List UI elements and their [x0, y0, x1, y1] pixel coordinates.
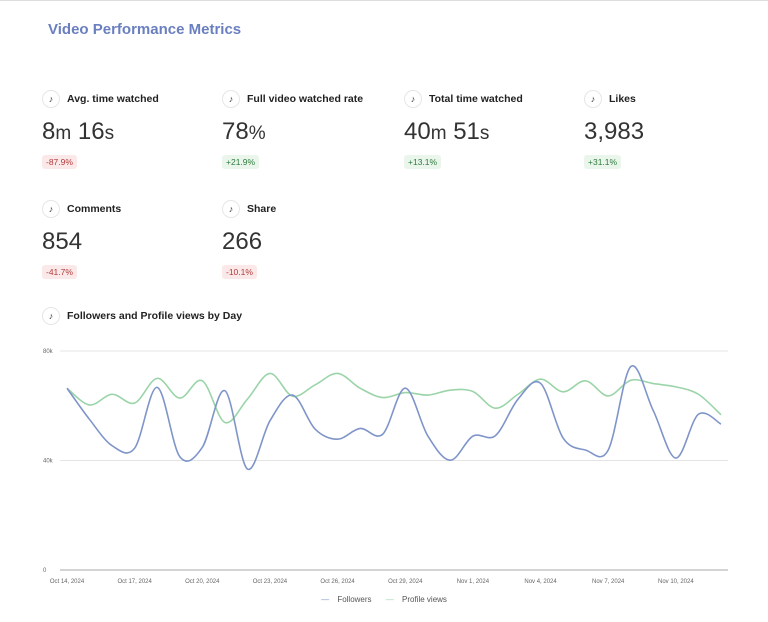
metric-value-part: 16: [71, 118, 105, 145]
metric-value: 3,983: [584, 118, 754, 148]
series-line-followers: [66, 365, 722, 470]
metric-value: 40m 51s: [404, 118, 574, 148]
page-title: Video Performance Metrics: [48, 21, 242, 38]
y-tick-label: 80k: [43, 349, 54, 355]
metric-card-comments: ♪ Comments 854 -41.7%: [42, 199, 212, 289]
chart-legend: — Followers — Profile views: [0, 595, 768, 604]
metric-label: Comments: [67, 203, 122, 215]
metric-value-part: %: [248, 123, 266, 144]
legend-label: Profile views: [402, 595, 447, 604]
metric-value-part: 3,983: [584, 118, 645, 145]
x-tick-label: Oct 23, 2024: [253, 579, 288, 585]
metric-value-part: 40: [404, 118, 431, 145]
tiktok-icon: ♪: [42, 90, 60, 108]
metric-value-part: m: [430, 123, 447, 144]
metric-value-part: s: [479, 123, 490, 144]
change-badge: +31.1%: [584, 155, 622, 169]
metric-label: Share: [247, 203, 277, 215]
x-tick-label: Oct 26, 2024: [320, 579, 355, 585]
chart-title: Followers and Profile views by Day: [67, 310, 243, 322]
legend-followers[interactable]: — Followers: [321, 595, 372, 604]
metric-value-part: m: [55, 123, 72, 144]
series-line-profile-views: [66, 372, 722, 424]
tiktok-icon: ♪: [42, 307, 60, 325]
chart-header: ♪ Followers and Profile views by Day: [42, 307, 242, 325]
metric-value-part: 78: [222, 118, 249, 145]
change-badge: -10.1%: [222, 265, 257, 279]
tiktok-icon: ♪: [42, 200, 60, 218]
metric-label: Full video watched rate: [247, 93, 364, 105]
x-tick-label: Nov 7, 2024: [592, 579, 625, 585]
metric-value-part: 266: [222, 228, 263, 255]
tiktok-icon: ♪: [222, 90, 240, 108]
metric-label: Avg. time watched: [67, 93, 159, 105]
metric-card-avg-time-watched: ♪ Avg. time watched 8m 16s -87.9%: [42, 89, 212, 179]
legend-label: Followers: [337, 595, 372, 604]
x-tick-label: Nov 10, 2024: [658, 579, 694, 585]
metric-value: 266: [222, 228, 392, 258]
metric-card-total-time-watched: ♪ Total time watched 40m 51s +13.1%: [404, 89, 574, 179]
metric-value: 854: [42, 228, 212, 258]
metric-label: Likes: [609, 93, 636, 105]
metric-value-part: 854: [42, 228, 83, 255]
tiktok-icon: ♪: [404, 90, 422, 108]
legend-profile-views[interactable]: — Profile views: [385, 595, 447, 604]
metric-card-likes: ♪ Likes 3,983 +31.1%: [584, 89, 754, 179]
x-tick-label: Oct 29, 2024: [388, 579, 423, 585]
x-tick-label: Nov 4, 2024: [524, 579, 557, 585]
metric-value-part: 51: [446, 118, 480, 145]
x-tick-label: Nov 1, 2024: [457, 579, 490, 585]
metric-value-part: 8: [42, 118, 56, 145]
change-badge: +13.1%: [404, 155, 442, 169]
y-tick-label: 0: [43, 568, 47, 574]
change-badge: -41.7%: [42, 265, 77, 279]
metric-value: 78%: [222, 118, 392, 148]
x-tick-label: Oct 20, 2024: [185, 579, 220, 585]
x-tick-label: Oct 14, 2024: [50, 579, 85, 585]
tiktok-icon: ♪: [222, 200, 240, 218]
metric-card-share: ♪ Share 266 -10.1%: [222, 199, 392, 289]
metric-value: 8m 16s: [42, 118, 212, 148]
metric-card-full-video-watched-rate: ♪ Full video watched rate 78% +21.9%: [222, 89, 392, 179]
change-badge: -87.9%: [42, 155, 77, 169]
change-badge: +21.9%: [222, 155, 260, 169]
x-tick-label: Oct 17, 2024: [117, 579, 152, 585]
y-tick-label: 40k: [43, 459, 54, 465]
metric-value-part: s: [104, 123, 115, 144]
tiktok-icon: ♪: [584, 90, 602, 108]
metric-label: Total time watched: [429, 93, 523, 105]
